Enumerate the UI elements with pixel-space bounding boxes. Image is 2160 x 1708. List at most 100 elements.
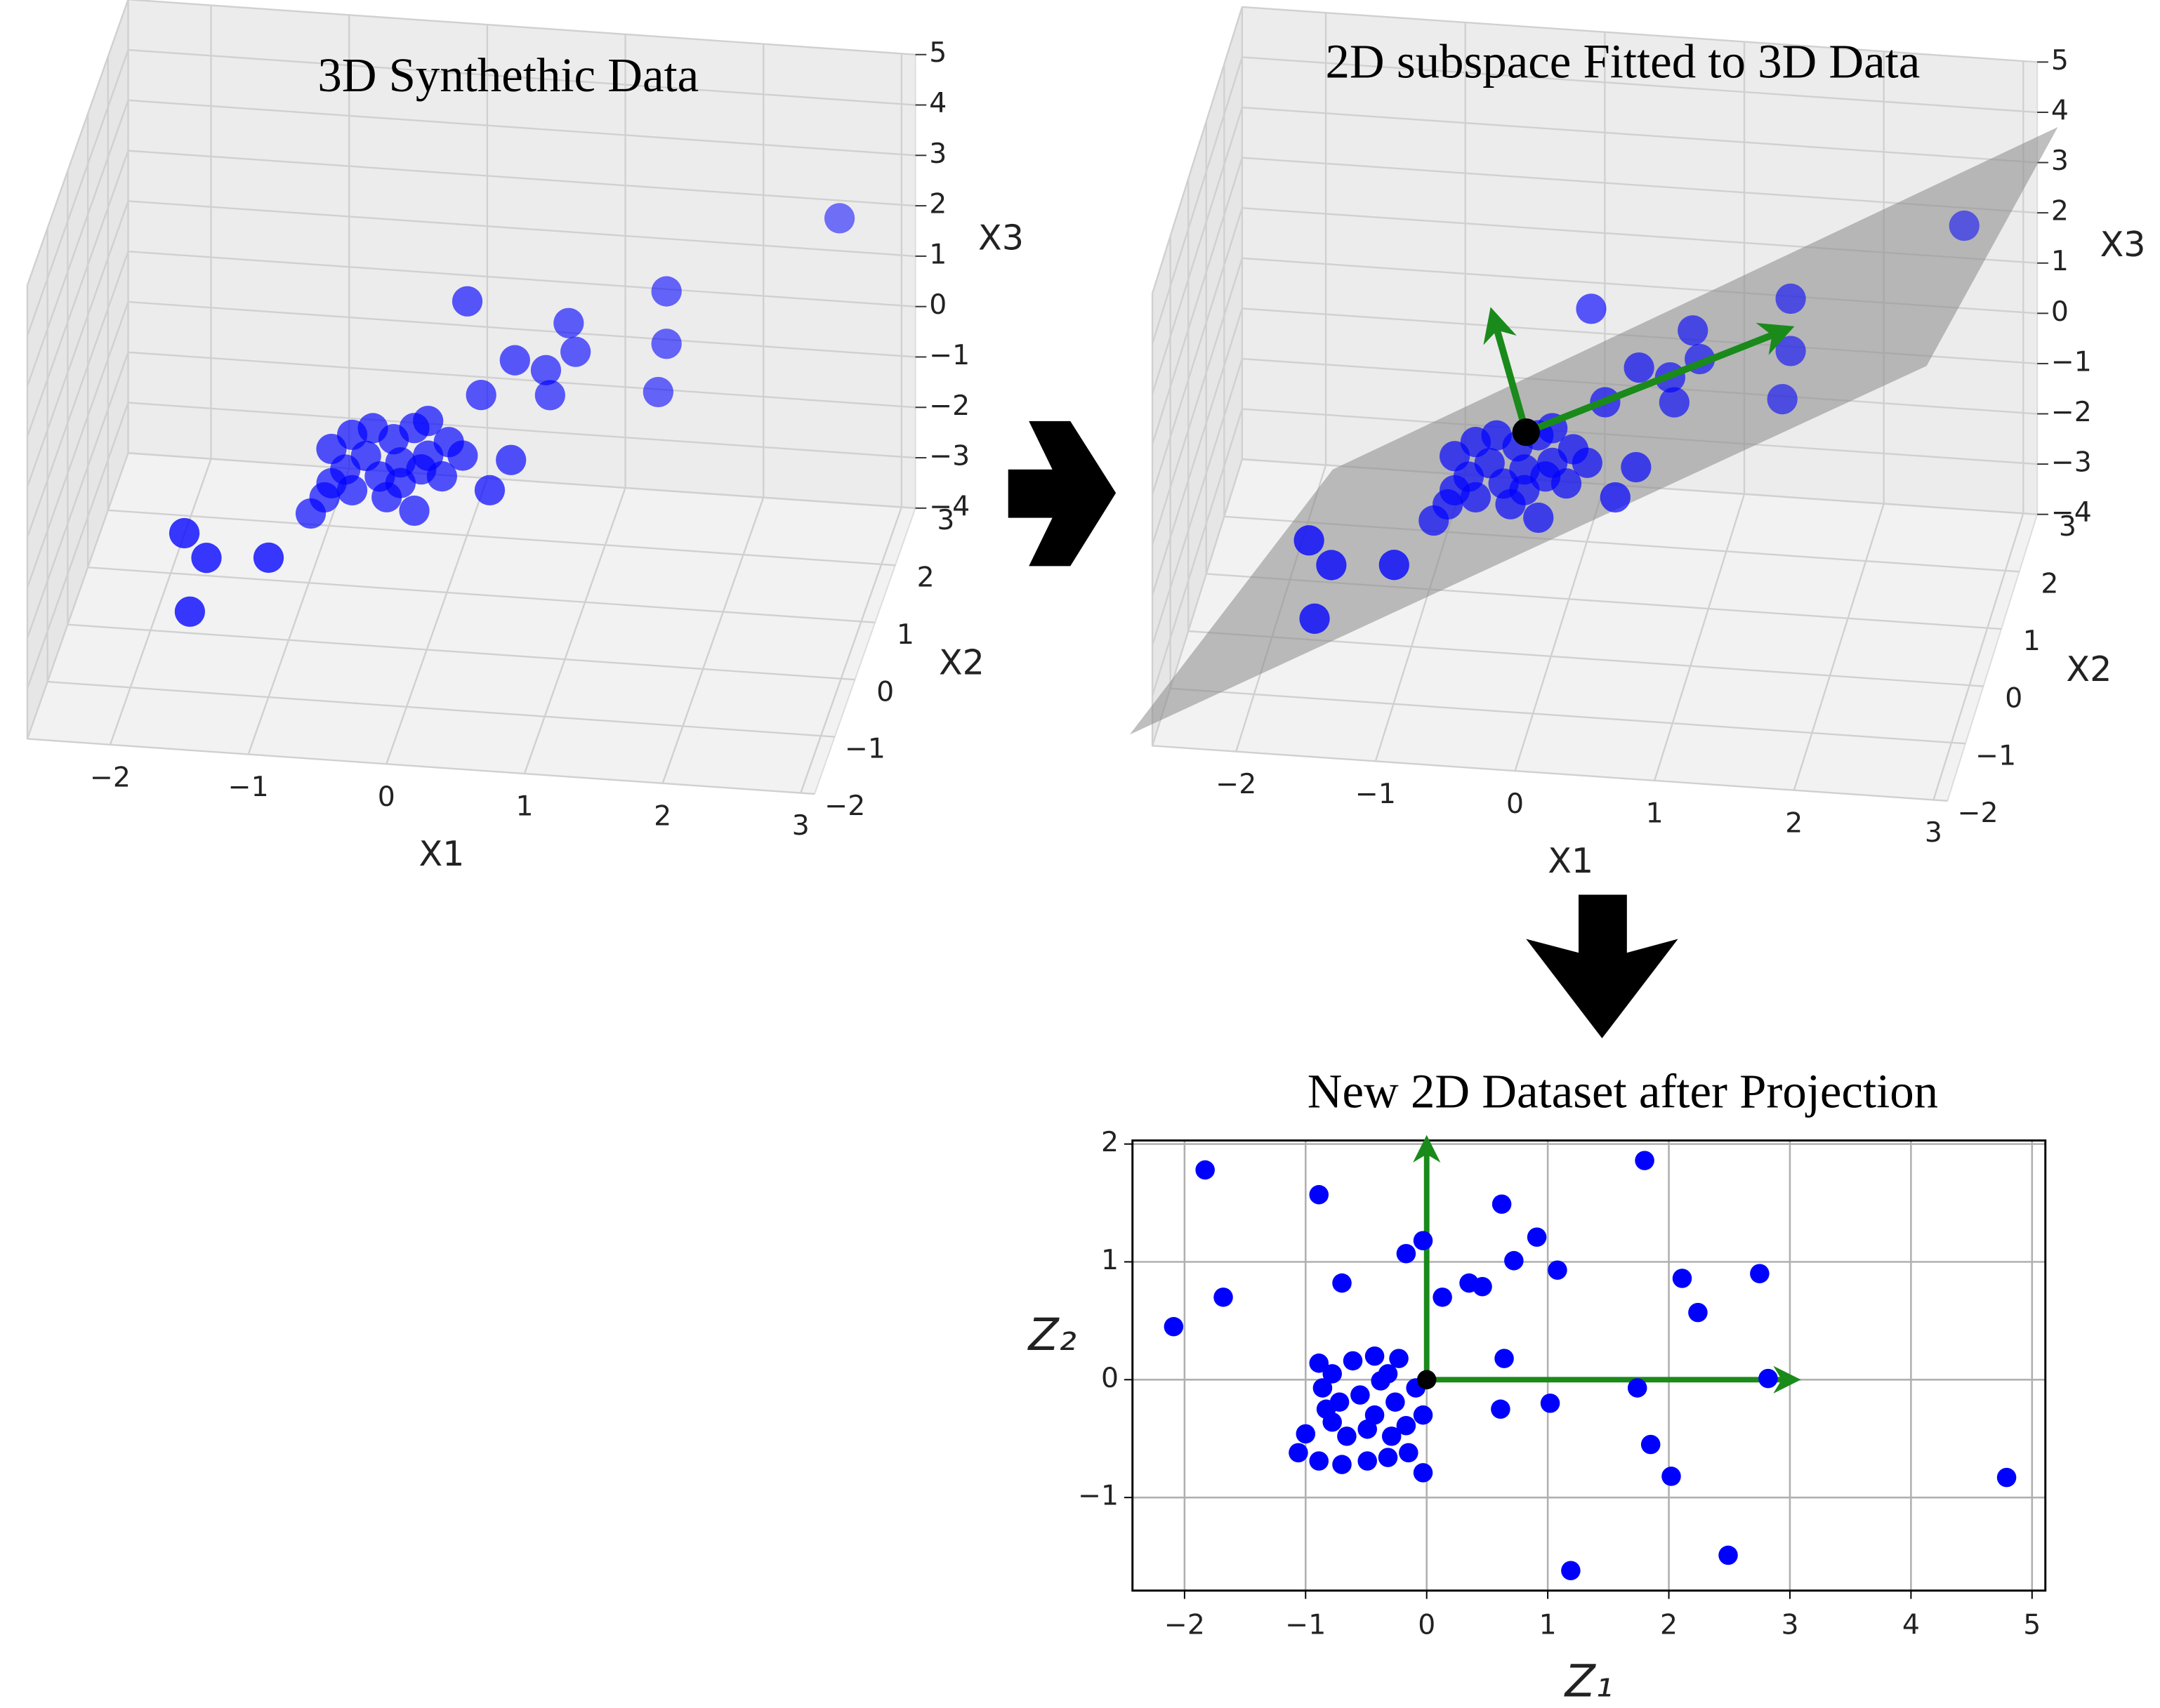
grid-line [128,402,916,459]
x-tick-label: −1 [1355,778,1396,810]
point [1396,1243,1416,1264]
grid-line [1151,6,1244,294]
grid-line [1151,258,1244,545]
point [1378,550,1409,581]
grid-line [26,201,129,487]
flow-arrow [1008,421,1117,567]
point [1561,1561,1581,1580]
point [1371,1371,1390,1391]
point [174,596,206,627]
y-axis-label: Z₂ [1027,1309,1076,1361]
grid-line [26,452,129,739]
z-axis-label: X3 [978,217,1024,258]
grid-line [128,452,916,510]
point [1572,447,1602,478]
point [1473,1276,1492,1297]
z-tick-label: −3 [929,440,970,472]
grid-line [1151,57,1244,344]
z-tick-label: 5 [929,37,947,69]
x-tick-label: 0 [378,781,395,813]
x-tick-label: −2 [90,761,131,793]
pane-bottom [26,452,916,795]
point [643,376,673,408]
y-tick-label: 1 [897,618,914,651]
x-tick-label: 1 [1646,797,1664,830]
point [1949,210,1980,241]
point [1509,454,1540,485]
grid-line [247,468,350,755]
point [1495,489,1526,519]
point [651,329,682,359]
z-tick-label: 0 [929,289,947,321]
fitted-plane [1129,127,2058,735]
point [1527,1227,1547,1247]
point [1413,1231,1433,1251]
point [1396,1416,1416,1436]
point [1659,387,1690,418]
point [1364,1346,1385,1366]
y-axis-label: X2 [939,642,984,683]
grid-line [26,100,129,387]
point [1357,1419,1377,1439]
point [1627,1378,1647,1398]
x-tick-label: −2 [1164,1608,1205,1641]
point [534,380,565,411]
point [1296,1424,1316,1444]
point [371,482,402,512]
center-point [1512,418,1540,446]
grid-line [128,251,916,307]
point [1600,482,1631,513]
point [1621,451,1652,483]
point [1350,1385,1370,1405]
point [1491,1194,1512,1214]
point [530,355,562,385]
grid-line [47,680,835,738]
point [560,336,591,367]
point [1413,1405,1433,1425]
point [1309,1353,1329,1373]
z-tick-label: 3 [929,138,947,170]
point [1289,1443,1308,1463]
point [1433,1287,1452,1307]
point [1385,1392,1405,1412]
point [1453,461,1484,492]
point [1332,1455,1352,1474]
y-tick-label: 2 [917,561,935,593]
x-tick-label: 0 [1418,1608,1435,1641]
point [1550,468,1582,499]
point [651,276,682,307]
point [1293,525,1324,556]
x-tick-label: 1 [1539,1608,1557,1641]
x-tick-label: 2 [1660,1608,1678,1641]
point [191,543,222,574]
x-tick-label: −2 [1216,768,1256,800]
grid-line [128,351,916,409]
z-tick-label: 1 [2051,245,2069,277]
point [1758,1368,1778,1389]
z-tick-label: 2 [929,188,947,220]
y-axis-label: X2 [2066,649,2112,689]
point [1678,315,1708,346]
point [1316,550,1347,581]
chart-title: New 2D Dataset after Projection [1308,1064,1938,1118]
point [1504,1251,1524,1271]
grid-line [1932,512,2024,800]
z-tick-label: −4 [929,490,970,522]
axis-arrow [1524,323,1795,436]
point [1357,1451,1377,1471]
point [1491,1399,1510,1419]
y-tick-label: 1 [2023,625,2041,657]
point [1322,1412,1342,1432]
point [1413,1463,1433,1483]
point [1433,489,1463,520]
grid-line [1151,409,1244,696]
z-tick-label: 3 [2051,145,2069,177]
plot-frame [1131,1139,2047,1592]
point [1640,1434,1661,1455]
point [452,286,483,317]
z-tick-label: −2 [929,390,970,422]
x-tick-label: 1 [515,790,533,823]
y-tick-label: 0 [1101,1362,1119,1394]
plot-area [1132,1140,2046,1591]
